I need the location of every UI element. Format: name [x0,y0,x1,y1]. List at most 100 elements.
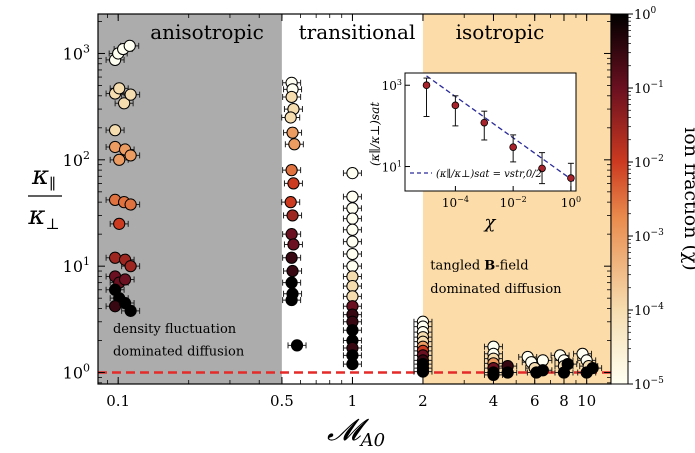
x-axis-ticks: 0.1 0.5 1 2 4 6 8 10 [106,14,596,410]
data-point [346,260,359,273]
data-point [285,90,298,104]
svg-text:κ⊥: κ⊥ [27,201,59,233]
data-point [113,82,126,95]
y-tick-label: 103 [63,42,90,63]
annotation-text: density fluctuation [113,322,237,337]
colorbar-gradient [610,13,629,385]
inset-fit-line [426,75,577,184]
data-point [108,251,122,264]
region-label-transitional: transitional [299,20,416,44]
colorbar-tick-label: 10−3 [634,228,664,245]
data-point [287,177,300,190]
data-point [124,198,137,211]
colorbar: 100 10−1 10−2 10−3 10−4 10−5 ion fraction (χ) [610,6,695,393]
data-point [286,126,299,139]
data-point [124,260,137,273]
data-point [108,124,122,137]
data-point [346,358,359,371]
inset-y-tick-label: 101 [382,160,402,175]
data-point [118,97,131,110]
inset-data-point [451,101,460,110]
data-point [284,196,297,209]
y-axis-label: κ∥ κ⊥ [27,161,62,233]
data-point [118,273,132,286]
data-point [586,362,599,375]
data-point [124,149,137,162]
inset-x-tick-label: 10−4 [442,195,469,210]
y-tick-label: 101 [63,255,90,276]
x-tick-label: 1 [348,392,358,410]
data-point [285,228,298,241]
data-point [285,251,298,264]
inset-data-point [422,81,431,90]
colorbar-label: ion fraction (χ) [680,127,695,271]
data-point [108,300,122,313]
data-point [285,293,298,307]
data-point [108,140,122,154]
data-point [285,164,298,177]
inset-y-tick-label: 103 [382,78,402,93]
data-point [346,235,359,248]
annotations: density fluctuation dominated diffusion ta… [113,259,562,360]
data-point [290,339,304,352]
data-point [416,365,430,378]
svg-text:κ∥: κ∥ [31,161,56,193]
inset-legend-text: (κ∥/κ⊥)sat = vstr,0/2 [436,168,542,180]
annotation-text: dominated diffusion [430,282,562,297]
x-tick-label: 8 [559,392,569,410]
inset-data-point [480,118,489,127]
x-tick-label: 0.1 [106,392,130,410]
x-tick-label: 4 [489,392,499,410]
data-point [286,264,299,278]
inset-data-point [538,164,546,173]
colorbar-tick-label: 10−2 [634,154,664,171]
inset-y-label: (κ∥/κ⊥)sat [368,102,382,166]
y-axis-ticks: 100 101 102 103 [63,21,611,384]
inset-x-label: χ [483,212,497,233]
region-label-isotropic: isotropic [456,20,545,44]
colorbar-tick-label: 100 [634,6,657,23]
data-point [124,304,137,317]
x-axis-label: 𝓜A0 [327,413,385,451]
inset-frame [404,72,577,192]
inset-plot: 10−4 10−2 100 101 103 χ (κ∥/κ⊥)sat (κ∥/κ⊥)sa… [368,72,581,233]
inset-x-tick-label: 100 [561,195,581,210]
x-tick-label: 2 [418,392,428,410]
data-point [346,167,359,180]
data-point [286,209,299,222]
data-point [285,276,298,289]
data-point [346,324,359,337]
data-point [287,238,300,251]
data-point [536,364,549,377]
x-tick-label: 6 [530,392,540,410]
data-point [113,153,126,166]
y-tick-label: 102 [63,149,90,170]
y-tick-label: 100 [63,362,90,383]
data-point [561,358,574,371]
data-point [346,223,359,236]
inset-data-point [567,174,575,182]
colorbar-tick-label: 10−1 [634,80,664,97]
annotation-text: dominated diffusion [113,344,245,359]
colorbar-tick-label: 10−5 [634,376,664,393]
data-points [108,39,599,381]
data-point [346,247,359,261]
x-tick-label: 10 [577,392,596,410]
colorbar-ticks: 100 10−1 10−2 10−3 10−4 10−5 [628,6,664,393]
data-point [124,88,137,101]
region-labels: anisotropic transitional isotropic [150,20,544,44]
data-point [123,39,136,52]
inset-data-point [509,143,517,151]
inset-error-bar [452,95,459,127]
region-label-anisotropic: anisotropic [150,20,264,44]
data-point [346,202,359,215]
data-point [346,212,359,225]
x-tick-label: 0.5 [270,392,294,410]
data-point [288,138,301,151]
colorbar-tick-label: 10−4 [634,302,664,319]
data-point [284,111,297,124]
data-point [113,217,126,230]
data-point [346,279,359,293]
data-point [346,190,359,203]
